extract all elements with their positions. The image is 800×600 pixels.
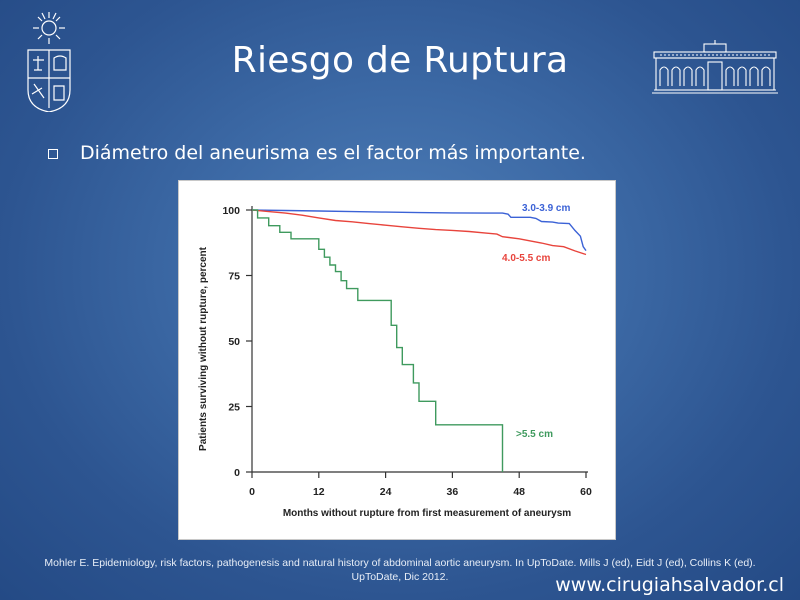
citation-line-2: UpToDate, Dic 2012.	[351, 571, 449, 583]
series-line-2	[252, 209, 504, 472]
series-label-2: >5.5 cm	[516, 429, 553, 440]
citation: Mohler E. Epidemiology, risk factors, pa…	[10, 556, 790, 584]
x-tick-label: 48	[513, 486, 525, 498]
y-tick-label: 0	[234, 467, 240, 479]
survival-chart-svg: 0 25 50 75 100 0 12 24 36 48 60 Months without rupt…	[198, 203, 592, 519]
x-tick-label: 12	[313, 486, 325, 498]
x-tick-label: 0	[249, 486, 255, 498]
series-line-0	[251, 209, 587, 252]
series-label-1: 4.0-5.5 cm	[502, 253, 550, 264]
series-label-0: 3.0-3.9 cm	[522, 203, 570, 214]
y-tick-label: 50	[228, 336, 240, 348]
university-crest-icon	[27, 12, 71, 113]
chart-labels: 0 25 50 75 100 0 12 24 36 48 60 Months without rupt…	[198, 203, 592, 519]
bullet-item: Diámetro del aneurisma es el factor más …	[48, 140, 586, 166]
x-axis-label: Months without rupture from first measur…	[283, 508, 571, 519]
citation-line-1: Mohler E. Epidemiology, risk factors, pa…	[44, 557, 756, 569]
x-tick-label: 36	[447, 486, 459, 498]
x-tick-label: 24	[380, 486, 392, 498]
survival-chart: 0 25 50 75 100 0 12 24 36 48 60 Months without rupt…	[178, 180, 616, 540]
hospital-building-logo	[652, 40, 778, 94]
series-line-1	[251, 209, 587, 256]
y-tick-label: 75	[228, 271, 240, 283]
bullet-text: Diámetro del aneurisma es el factor más …	[80, 142, 586, 164]
x-tick-label: 60	[580, 486, 592, 498]
y-tick-label: 25	[228, 402, 240, 414]
square-bullet-icon	[48, 149, 58, 159]
y-axis-label: Patients surviving without rupture, perc…	[198, 246, 209, 451]
hospital-building-icon	[652, 40, 778, 94]
y-tick-label: 100	[222, 205, 240, 217]
university-crest-logo	[22, 8, 78, 113]
chart-axes	[246, 206, 588, 478]
website-link[interactable]: www.cirugiahsalvador.cl	[555, 574, 784, 596]
chart-series	[251, 209, 587, 472]
slide-title: Riesgo de Ruptura	[231, 40, 569, 81]
